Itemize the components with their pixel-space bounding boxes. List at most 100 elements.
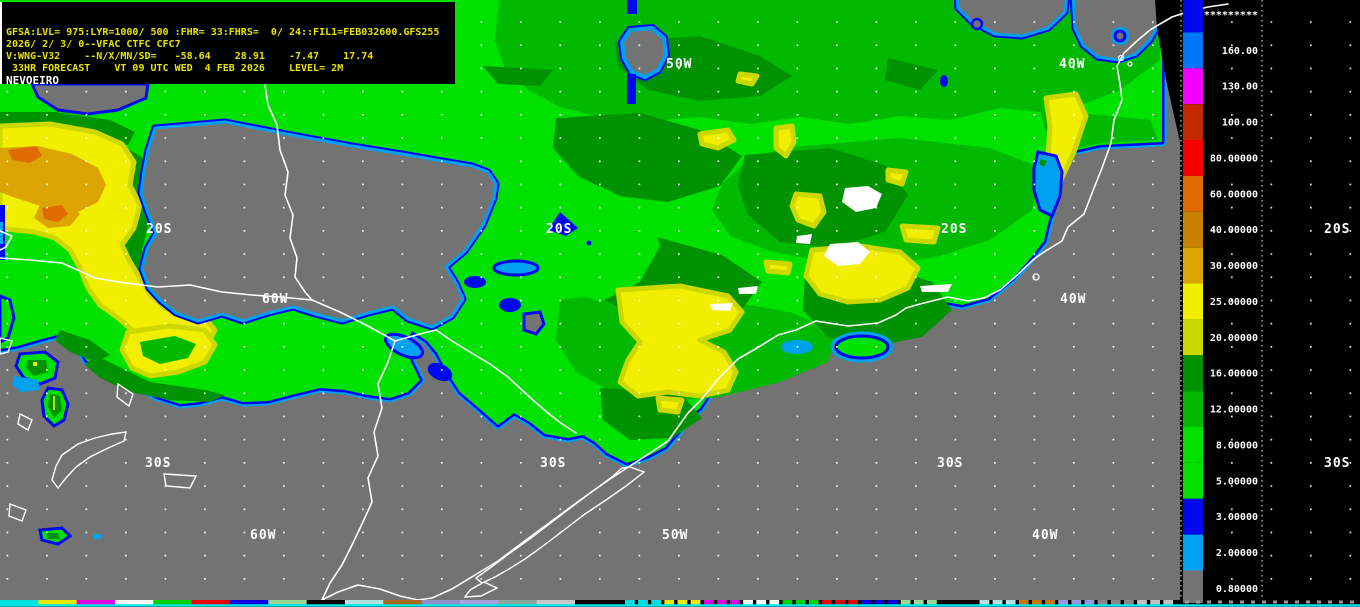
strip-solid-segment: [459, 600, 499, 605]
strip-dash: [716, 600, 727, 605]
colorbar-segment: [1183, 247, 1203, 284]
small-lake-5: [0, 337, 13, 355]
colorbar-segment: [1183, 211, 1203, 248]
strip-dash: [730, 600, 740, 605]
colorbar-segment: [1183, 355, 1203, 392]
grid-label: 20S: [546, 222, 572, 237]
grid-label: 20S: [146, 222, 172, 237]
header-line-1: GFSA:LVL= 975:LYR=1000/ 500 :FHR= 33:FHR…: [6, 27, 440, 38]
colorbar-label: 5.00000: [1216, 476, 1258, 487]
border-parana-north: [264, 84, 313, 301]
strip-dash: [1110, 600, 1121, 605]
strip-dash: [953, 600, 964, 605]
border-left-edge: [0, 230, 13, 251]
border-pilcomayo: [0, 257, 313, 301]
strip-dash: [926, 600, 937, 605]
strip-dash: [703, 600, 714, 605]
strip-solid-segment: [114, 600, 154, 605]
strip-solid-segment: [0, 600, 39, 605]
strip-dash: [782, 600, 793, 605]
strip-dash: [1097, 600, 1108, 605]
strip-dash: [940, 600, 950, 605]
colorbar-segment: [1183, 391, 1203, 428]
strip-dash: [835, 600, 845, 605]
colorbar-segment: [1183, 104, 1203, 141]
strip-solid-segment: [306, 600, 346, 605]
small-lake-3: [8, 503, 27, 522]
strip-dash: [848, 600, 859, 605]
colorbar-label: 30.00000: [1210, 261, 1258, 272]
small-lake-1: [116, 382, 134, 408]
strip-dash: [1045, 600, 1055, 605]
strip-solid-segment: [153, 600, 193, 605]
strip-dash: [756, 600, 767, 605]
strip-dash: [966, 600, 977, 605]
strip-dash: [913, 600, 924, 605]
strip-solid-segment: [536, 600, 576, 605]
header-line-2: 2026/ 2/ 3/ 0--VFAC CTFC CFC7: [6, 39, 181, 50]
colorbar-label: 2.00000: [1216, 548, 1258, 559]
colorbar-label: 25.00000: [1210, 297, 1258, 308]
lake-mar-chiquita: [51, 431, 127, 490]
la-plata-shore: [321, 584, 419, 601]
strip-dash: [1005, 600, 1016, 605]
strip-dash: [808, 600, 819, 605]
colorbar-label: 130.00: [1222, 82, 1258, 93]
strip-solid-segment: [76, 600, 116, 605]
strip-dash: [795, 600, 806, 605]
strip-solid-segment: [38, 600, 78, 605]
grid-label: 50W: [666, 57, 692, 72]
colorbar-label: 40.00000: [1210, 225, 1258, 236]
strip-dash: [979, 600, 990, 605]
colorbar-label: 8.00000: [1216, 440, 1258, 451]
right-margin-labels: 20S 30S: [1324, 222, 1350, 471]
strip-dash: [887, 600, 898, 605]
grid-labels: 50W 40W 20S 20S 20S 60W 40W 30S 30S 30S 60W 50W 40W: [145, 57, 1086, 543]
strip-dash: [874, 600, 885, 605]
colorbar-segment: [1183, 68, 1203, 105]
grid-label: 40W: [1059, 57, 1085, 72]
strip-dash: [1163, 600, 1174, 605]
colorbar-segment: [1183, 498, 1203, 535]
header-line-3: V:WNG-V32 --N/X/MN/SD= -58.64 28.91 -7.4…: [6, 51, 374, 62]
strip-dash: [1150, 600, 1160, 605]
strip-solid-segment: [229, 600, 269, 605]
colorbar-label: 12.00000: [1210, 405, 1258, 416]
strip-black-gap: [575, 600, 625, 605]
colorbar-segment: [1183, 570, 1203, 603]
strip-dash: [1032, 600, 1042, 605]
coast-islet-1: [1117, 54, 1125, 62]
coast-lagoon: [1032, 273, 1040, 281]
colorbar-segment: [1183, 462, 1203, 499]
strip-dash: [821, 600, 832, 605]
grid-label: 40W: [1060, 292, 1086, 307]
border-uruguay-river: [321, 340, 396, 601]
grid-label: 60W: [250, 528, 276, 543]
strip-solid-segment: [498, 600, 538, 605]
strip-dash: [638, 600, 648, 605]
strip-dash: [1123, 600, 1134, 605]
colorbar-segment: [1183, 0, 1203, 33]
strip-solid-segment: [268, 600, 308, 605]
colorbar-label: *********: [1204, 10, 1258, 21]
header-line-4: 33HR FORECAST VT 09 UTC WED 4 FEB 2026 L…: [6, 63, 344, 74]
grid-label: 60W: [262, 292, 288, 307]
strip-dash: [743, 600, 753, 605]
grid-label: 30S: [937, 456, 963, 471]
colorbar-label: 100.00: [1222, 118, 1258, 129]
strip-dash: [992, 600, 1003, 605]
strip-dash: [1018, 600, 1029, 605]
grid-label: 50W: [662, 528, 688, 543]
bottom-color-strip: [0, 600, 1174, 605]
colorbar-segment: [1183, 427, 1203, 463]
strip-dash: [769, 600, 780, 605]
margin-lat-label: 30S: [1324, 456, 1350, 471]
colorbar-segment: [1183, 140, 1203, 176]
colorbar-segment: [1183, 175, 1203, 212]
margin-lat-label: 20S: [1324, 222, 1350, 237]
strip-dash: [690, 600, 701, 605]
coast-islet-2: [1127, 61, 1133, 67]
small-lake-4: [163, 473, 198, 489]
